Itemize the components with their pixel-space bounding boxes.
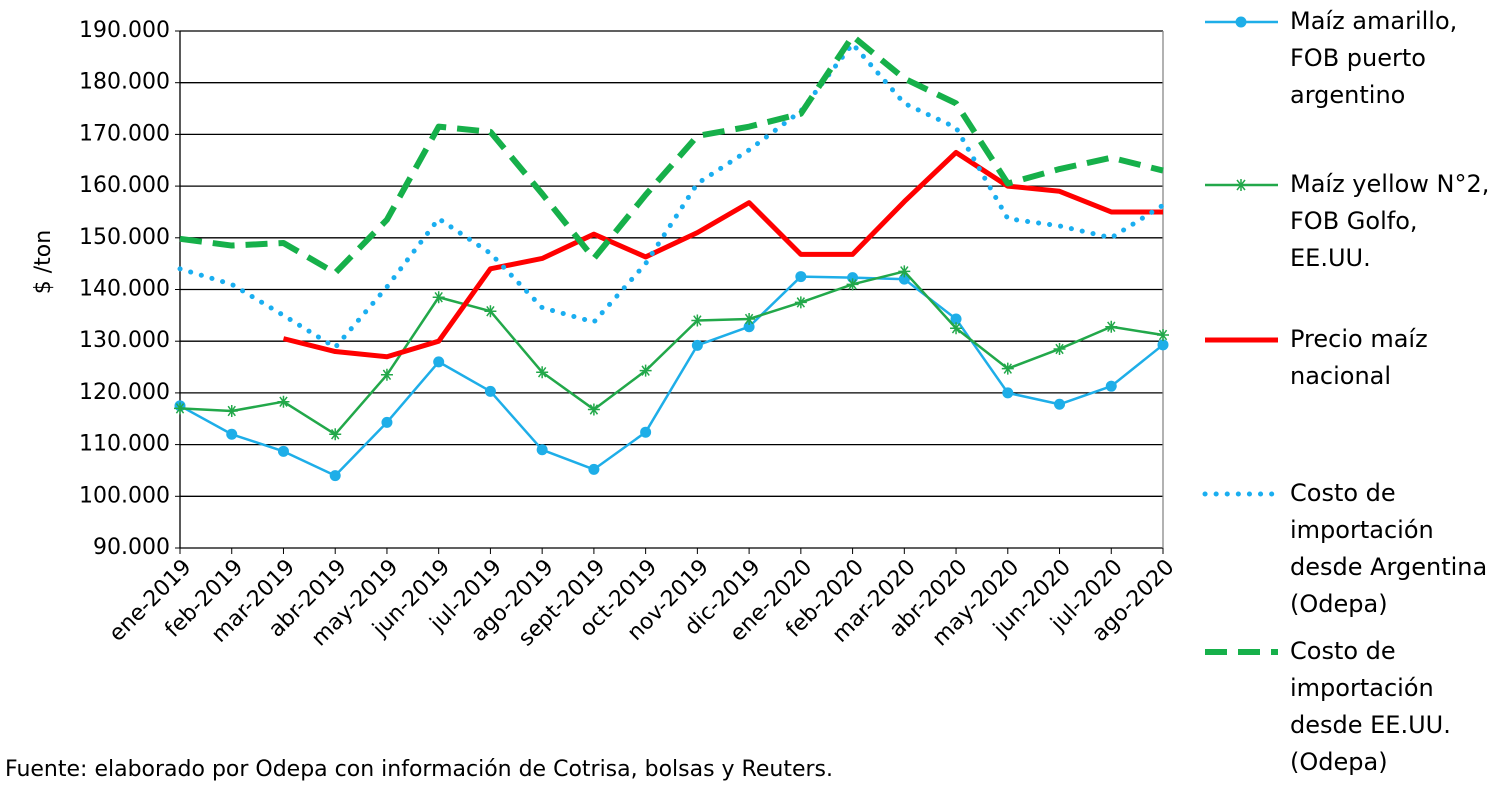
y-tick-label: 190.000	[79, 18, 170, 43]
point	[587, 403, 600, 416]
point	[381, 416, 393, 428]
legend-label: Costo de importación desde Argentina (Od…	[1290, 479, 1488, 618]
point	[640, 426, 652, 438]
point	[691, 314, 704, 327]
point	[1002, 387, 1014, 399]
point	[795, 271, 807, 283]
series-line	[179, 270, 1164, 436]
y-tick-label: 90.000	[93, 535, 170, 560]
point	[794, 296, 807, 309]
y-axis-label: $ /ton	[31, 230, 56, 294]
series-line	[177, 41, 1166, 350]
legend-label: Costo de importación desde EE.UU. (Odepa…	[1290, 637, 1451, 776]
y-tick-label: 130.000	[79, 328, 170, 353]
point	[1054, 398, 1066, 410]
point	[588, 463, 600, 475]
legend-marker	[1235, 16, 1247, 28]
note: Fuente: elaborado por Odepa con informac…	[5, 757, 833, 782]
point	[174, 402, 186, 415]
y-tick-label: 160.000	[79, 173, 170, 198]
point	[329, 470, 341, 482]
y-tick-label: 120.000	[79, 380, 170, 405]
y-tick-label: 170.000	[79, 121, 170, 146]
point	[433, 356, 445, 368]
point	[226, 428, 238, 440]
legend-label: Maíz yellow N°2, FOB Golfo, EE.UU.	[1290, 170, 1490, 272]
y-tick-label: 180.000	[79, 70, 170, 95]
point	[743, 312, 756, 325]
point	[380, 368, 393, 381]
series-line	[179, 275, 1164, 477]
point	[1001, 362, 1014, 375]
point	[1105, 320, 1118, 333]
point	[484, 385, 496, 397]
point	[536, 444, 548, 456]
series-line	[282, 149, 1163, 360]
point	[1053, 342, 1066, 355]
y-tick-label: 110.000	[79, 432, 170, 457]
y-tick-label: 150.000	[79, 225, 170, 250]
point	[950, 313, 962, 325]
point	[950, 322, 963, 335]
point	[1157, 328, 1169, 341]
point	[846, 278, 859, 291]
legend-label: Precio maíz nacional	[1290, 325, 1428, 390]
point	[277, 395, 290, 408]
legend-label: Maíz amarillo, FOB puerto argentino	[1290, 7, 1458, 109]
y-tick-label: 100.000	[79, 483, 170, 508]
point	[1105, 380, 1117, 392]
point	[1157, 339, 1169, 351]
y-tick-label: 140.000	[79, 277, 170, 302]
point	[743, 321, 755, 333]
point	[484, 305, 497, 318]
point	[225, 404, 238, 417]
series-line	[179, 33, 1164, 276]
point	[898, 265, 911, 278]
point	[898, 273, 910, 285]
point	[691, 339, 703, 351]
legend-marker	[1235, 179, 1247, 191]
point	[329, 428, 342, 441]
point	[639, 364, 652, 377]
point	[277, 445, 289, 457]
point	[536, 366, 549, 379]
point	[432, 291, 445, 304]
